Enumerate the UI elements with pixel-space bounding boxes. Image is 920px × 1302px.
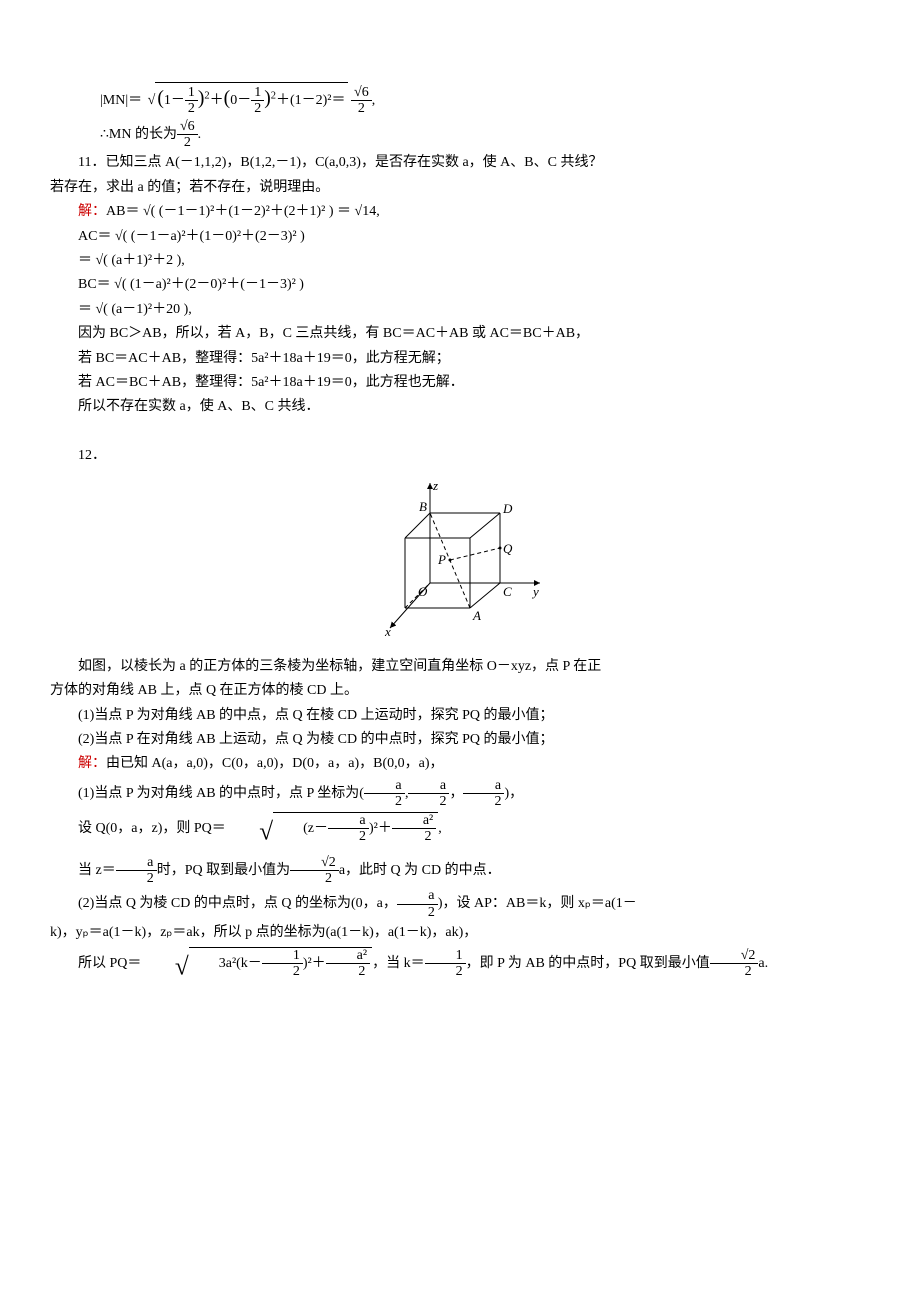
inner-a: 1－ (164, 93, 185, 108)
f2d: 2 (251, 101, 264, 116)
p11-question-b: 若存在，求出 a 的值；若不存在，说明理由。 (50, 177, 870, 199)
s1a: (1)当点 P 为对角线 AB 的中点时，点 P 坐标为( (78, 786, 364, 801)
s2f3n: 1 (425, 948, 466, 964)
s1q: 设 Q(0，a，z)，则 PQ＝ (78, 821, 226, 836)
mn-d: 2 (177, 135, 198, 150)
cube-svg: z x y O A B C D P Q (375, 478, 545, 638)
p12-desc2: 方体的对角线 AB 上，点 Q 在正方体的棱 CD 上。 (50, 680, 870, 702)
inner-b: 0－ (230, 93, 251, 108)
p11-ac2: ＝ √( (a＋1)²＋2 ), (50, 250, 870, 272)
s1sf1n: a (328, 813, 369, 829)
p11-reason: 因为 BC＞AB，所以，若 A，B，C 三点共线，有 BC＝AC＋AB 或 AC… (50, 323, 870, 345)
s2f4d: 2 (710, 964, 759, 979)
p12-s2-pq: 所以 PQ＝ √ 3a²(k－12)²＋a²2 ，当 k＝12，即 P 为 AB… (50, 947, 870, 988)
s1sf2n: a² (392, 813, 436, 829)
s1sf1d: 2 (328, 829, 369, 844)
p12-s1-pcoord: (1)当点 P 为对角线 AB 的中点时，点 P 坐标为(a2,a2，a2)， (50, 778, 870, 810)
s1sf2d: 2 (392, 829, 436, 844)
p11qb: 若存在，求出 a 的值；若不存在，说明理由。 (50, 180, 329, 195)
mn-length-conclusion: ∴MN 的长为√62. (100, 119, 870, 151)
s2sf1d: 2 (262, 964, 303, 979)
sol-label: 解： (78, 204, 106, 219)
s1wa: 当 z＝ (78, 863, 116, 878)
f2n: 1 (251, 85, 264, 101)
p12-q1: (1)当点 P 为对角线 AB 的中点，点 Q 在棱 CD 上运动时，探究 PQ… (50, 705, 870, 727)
p11-bc2: ＝ √( (a－1)²＋20 ), (50, 299, 870, 321)
s1f1d: 2 (364, 794, 405, 809)
lbl-D: D (502, 501, 513, 516)
s2f3d: 2 (425, 964, 466, 979)
lbl-B: B (419, 499, 427, 514)
s2d: ，即 P 为 AB 的中点时，PQ 取到最小值 (466, 956, 710, 971)
p11-conclusion: 所以不存在实数 a，使 A、B、C 共线． (50, 396, 870, 418)
p12-known-line: 解：由已知 A(a，a,0)，C(0，a,0)，D(0，a，a)，B(0,0，a… (50, 753, 870, 775)
s2f1n: a (397, 888, 438, 904)
s1f2d: 2 (408, 794, 449, 809)
s2a: (2)当点 Q 为棱 CD 的中点时，点 Q 的坐标为(0，a， (78, 897, 397, 912)
tail: ＋(1－2)²＝ (276, 93, 346, 108)
p11-sol-ab: 解：AB＝ √( (－1－1)²＋(1－2)²＋(2＋1)² ) ＝ √14, (50, 201, 870, 223)
s1f3d: 2 (463, 794, 504, 809)
p11-ac1: AC＝ √( (－1－a)²＋(1－0)²＋(2－3)² ) (50, 226, 870, 248)
mn-n: √6 (177, 119, 198, 135)
s2sb: )²＋ (303, 956, 326, 971)
mn-label: |MN|＝ (100, 93, 142, 108)
s2f4n: √2 (710, 948, 759, 964)
s1wc: a，此时 Q 为 CD 的中点． (339, 863, 501, 878)
cube-figure: z x y O A B C D P Q (50, 478, 870, 646)
lbl-A: A (472, 608, 481, 623)
lbl-O: O (418, 584, 428, 599)
eq-mn-distance: |MN|＝ √ (1－12)2＋(0－12)2＋(1－2)²＝ √62, (100, 82, 870, 117)
mn-prefix: ∴MN 的长为 (100, 127, 177, 142)
s2pq: 所以 PQ＝ (78, 956, 141, 971)
sol-label-12: 解： (78, 756, 106, 771)
s1wf2n: √2 (290, 855, 339, 871)
lbl-Q: Q (503, 541, 513, 556)
s2sa: 3a²(k－ (219, 956, 262, 971)
sqrt-expr: √ (1－12)2＋(0－12)2＋(1－2)²＝ (146, 82, 348, 117)
s2e: a. (758, 956, 768, 971)
p12-s2-qcoord: (2)当点 Q 为棱 CD 的中点时，点 Q 的坐标为(0，a，a2)，设 AP… (50, 888, 870, 920)
mn-suffix: . (198, 127, 202, 142)
p12-desc1: 如图，以棱长为 a 的正方体的三条棱为坐标轴，建立空间直角坐标 O－xyz，点 … (50, 656, 870, 678)
p11qa: 11．已知三点 A(－1,1,2)，B(1,2,－1)，C(a,0,3)，是否存… (78, 155, 602, 170)
s1f1n: a (364, 778, 405, 794)
res-n: √6 (351, 85, 372, 101)
lbl-y: y (531, 584, 539, 599)
p12-s1-pq: 设 Q(0，a，z)，则 PQ＝ √ (z－a2)²＋a²2 , (50, 812, 870, 853)
p12-s2-c: k)，yₚ＝a(1－k)，zₚ＝ak，所以 p 点的坐标为(a(1－k)，a(1… (50, 922, 870, 944)
p11-case2: 若 AC＝BC＋AB，整理得：5a²＋18a＋19＝0，此方程也无解． (50, 372, 870, 394)
s2sf2n: a² (326, 948, 370, 964)
s1wf1d: 2 (116, 871, 157, 886)
p11ab: AB＝ √( (－1－1)²＋(1－2)²＋(2＋1)² ) ＝ √14, (106, 204, 380, 219)
p12-known: 由已知 A(a，a,0)，C(0，a,0)，D(0，a，a)，B(0,0，a)， (106, 756, 443, 771)
s2sf2d: 2 (326, 964, 370, 979)
s2mid: ，当 k＝ (372, 956, 425, 971)
p12-number: 12． (50, 445, 870, 467)
p11-question-a: 11．已知三点 A(－1,1,2)，B(1,2,－1)，C(a,0,3)，是否存… (50, 152, 870, 174)
s2f1d: 2 (397, 905, 438, 920)
s1b: )， (504, 786, 523, 801)
s1f2n: a (408, 778, 449, 794)
p11-bc1: BC＝ √( (1－a)²＋(2－0)²＋(－1－3)² ) (50, 274, 870, 296)
s1sp: (z－ (303, 821, 328, 836)
p12-q2: (2)当点 P 在对角线 AB 上运动，点 Q 为棱 CD 的中点时，探究 PQ… (50, 729, 870, 751)
f1d: 2 (185, 101, 198, 116)
lbl-z: z (432, 478, 438, 493)
lbl-P: P (437, 552, 446, 567)
f1n: 1 (185, 85, 198, 101)
lbl-C: C (503, 584, 512, 599)
s1f3n: a (463, 778, 504, 794)
p12-s1-when: 当 z＝a2时，PQ 取到最小值为√22a，此时 Q 为 CD 的中点． (50, 855, 870, 887)
s2sf1n: 1 (262, 948, 303, 964)
res-d: 2 (351, 101, 372, 116)
s1wf1n: a (116, 855, 157, 871)
s1wb: 时，PQ 取到最小值为 (157, 863, 290, 878)
lbl-x: x (384, 624, 391, 638)
s1sm: )²＋ (369, 821, 392, 836)
s2b: )，设 AP：AB＝k，则 xₚ＝a(1－ (438, 897, 637, 912)
p11-case1: 若 BC＝AC＋AB，整理得：5a²＋18a＋19＝0，此方程无解； (50, 348, 870, 370)
s1wf2d: 2 (290, 871, 339, 886)
